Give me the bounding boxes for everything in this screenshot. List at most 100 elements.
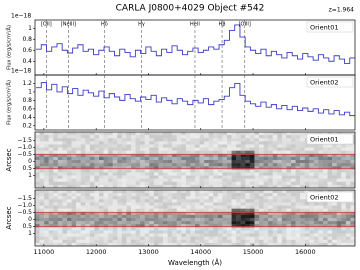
pixel [254, 153, 260, 158]
pixel [231, 224, 237, 228]
pixel [153, 184, 159, 188]
pixel [345, 147, 351, 151]
pixel [140, 208, 145, 212]
pixel [85, 135, 91, 139]
pixel [39, 211, 45, 216]
pixel [71, 227, 77, 231]
pixel [117, 208, 123, 212]
pixel [48, 175, 54, 179]
pixel [295, 208, 301, 212]
pixel [131, 178, 136, 182]
pixel [71, 178, 77, 182]
plot-area [36, 20, 355, 75]
pixel [345, 214, 351, 219]
pixel [341, 214, 347, 219]
pixel [199, 193, 205, 197]
line-label: Hγ [138, 22, 145, 28]
pixel [195, 221, 200, 225]
pixel [172, 208, 177, 212]
pixel [336, 242, 342, 246]
pixel [300, 147, 305, 151]
pixel [57, 208, 63, 212]
pixel [126, 184, 132, 188]
pixel [71, 208, 77, 212]
pixel [259, 135, 264, 139]
pixel [149, 233, 155, 237]
pixel [112, 236, 118, 240]
x-axis-label: Wavelength (Å) [168, 258, 222, 267]
pixel [341, 178, 347, 182]
pixel [332, 236, 337, 240]
pixel [85, 205, 91, 209]
pixel [345, 163, 351, 167]
pixel [53, 135, 59, 139]
pixel [309, 239, 315, 244]
pixel [199, 221, 205, 225]
pixel [163, 193, 168, 197]
legend-label: Orient02 [310, 194, 339, 202]
pixel [176, 184, 182, 188]
pixel [217, 144, 223, 148]
pixel [135, 141, 141, 145]
pixel [231, 242, 237, 246]
pixel [336, 184, 342, 188]
pixel [131, 224, 136, 228]
pixel [190, 193, 196, 197]
spectrum-line [36, 24, 355, 64]
pixel [190, 135, 196, 139]
pixel [217, 132, 223, 136]
pixel [158, 202, 164, 206]
pixel [263, 227, 269, 231]
pixel [300, 239, 305, 244]
pixel [345, 150, 351, 154]
pixel [181, 153, 187, 158]
pixel [259, 227, 264, 231]
pixel [204, 138, 209, 142]
pixel [323, 160, 328, 164]
pixel [53, 153, 59, 158]
pixel [345, 230, 351, 234]
pixel [71, 156, 77, 161]
pixel [341, 211, 347, 216]
pixel [71, 184, 77, 188]
pixel [94, 141, 100, 145]
pixel [108, 147, 113, 151]
pixel [103, 205, 109, 209]
pixel [44, 169, 49, 173]
pixel [35, 199, 40, 203]
pixel [99, 160, 104, 164]
pixel [121, 202, 127, 206]
pixel [108, 205, 113, 209]
x-tick-label: 14000 [190, 248, 211, 256]
pixel [240, 160, 246, 164]
pixel [240, 242, 246, 246]
pixel [199, 218, 205, 222]
pixel [99, 211, 104, 216]
pixel [48, 150, 54, 154]
pixel [199, 211, 205, 216]
pixel [190, 230, 196, 234]
pixel [268, 221, 273, 225]
pixel [199, 141, 205, 145]
pixel [318, 160, 324, 164]
pixel [44, 135, 49, 139]
pixel [272, 156, 278, 161]
pixel [39, 193, 45, 197]
pixel [350, 172, 355, 176]
pixel [121, 242, 127, 246]
pixel [112, 211, 118, 216]
pixel [57, 202, 63, 206]
pixel [44, 190, 49, 194]
pixel [62, 141, 68, 145]
pixel [236, 181, 241, 186]
pixel [313, 227, 319, 231]
pixel [44, 230, 49, 234]
pixel [227, 178, 232, 182]
pixel [103, 242, 109, 246]
pixel [163, 166, 168, 170]
pixel [80, 150, 86, 154]
pixel [158, 227, 164, 231]
pixel [140, 196, 145, 200]
pixel [117, 150, 123, 154]
pixel [131, 132, 136, 136]
